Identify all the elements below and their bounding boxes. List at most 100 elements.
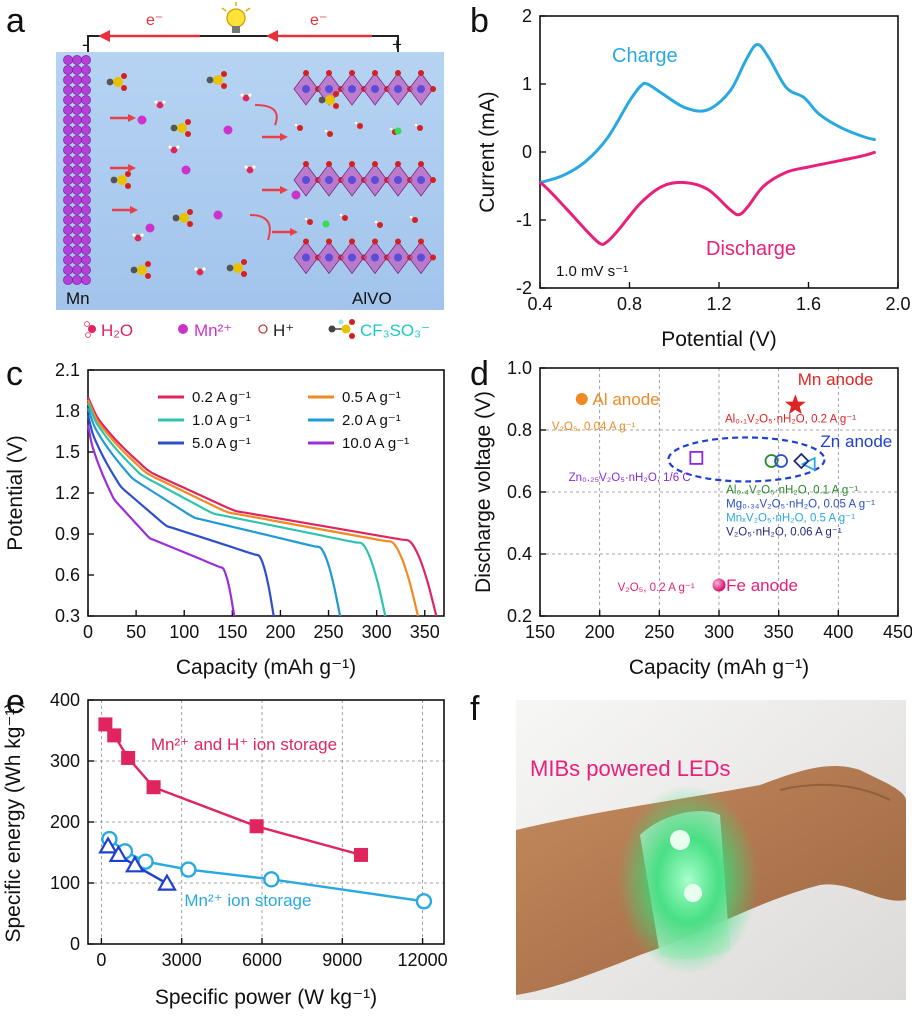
v-atom: [417, 253, 425, 262]
y-tick-label: 1.5: [55, 442, 80, 462]
o-atom: [349, 238, 355, 245]
marker-fe-anode: [712, 578, 726, 592]
ion-flow-arrowhead: [280, 133, 288, 141]
water-hydrogen: [294, 122, 299, 127]
mn-atom: [63, 105, 73, 115]
y-tick-label: 100: [50, 873, 80, 893]
water-hydrogen: [304, 216, 309, 221]
ragone-marker: [108, 844, 129, 863]
x-tick-label: 400: [823, 622, 853, 642]
point-annotation: Zn₀.₂₅V₂O₅·nH₂O, 1/6 C: [569, 472, 691, 484]
water-hydrogen: [139, 232, 145, 238]
water-oxygen: [357, 123, 363, 129]
v-atom: [348, 176, 356, 184]
panel-a: a e⁻ e⁻ - + Mn AlVO H₂O: [6, 2, 444, 340]
x-tick-label: 1.2: [706, 294, 731, 314]
x-tick-label: 3000: [162, 950, 202, 970]
triflate-c: [226, 264, 234, 272]
o-atom: [418, 161, 424, 167]
alvo-electrode-label: AlVO: [352, 289, 392, 308]
ragone-marker: [98, 717, 113, 732]
v-atom: [394, 85, 402, 93]
discharge-label: Discharge: [706, 238, 796, 260]
x-tick-label: 200: [265, 622, 295, 642]
o-atom: [326, 161, 332, 167]
o-atom: [395, 238, 401, 245]
mn-atom: [63, 175, 73, 185]
panel-b: b 0.4 0.8 1.2 1.6 2.0 -2 -1 0 1 2 Potential (V) Cur…: [470, 2, 911, 351]
v-atom: [325, 176, 333, 184]
y-tick-label: 400: [50, 690, 80, 710]
v-atom: [417, 176, 425, 184]
water-oxygen: [307, 219, 313, 225]
mn-atom: [72, 235, 82, 245]
point-annotation: Al₀.₄V₂O₅·nH₂O, 0.1 A g⁻¹: [726, 485, 858, 497]
y-tick-label: 2: [522, 6, 532, 26]
mn-atom: [81, 255, 91, 265]
point-annotation: V₂O₅, 0.04 A g⁻¹: [552, 421, 636, 433]
o-atom: [303, 238, 309, 245]
mn-ion: [137, 115, 147, 125]
mn-atom: [72, 275, 82, 285]
v-atom: [302, 176, 310, 184]
scan-rate-label: 1.0 mV s⁻¹: [556, 263, 628, 280]
o-atom: [430, 254, 436, 261]
mn-atom: [63, 275, 73, 285]
o-atom: [349, 70, 355, 76]
gcd-plot: 0 50 100 150 200 250 300 350 0.3 0.6 0.9 1.2 1.5 1.8 2…: [4, 360, 445, 679]
charge-label: Charge: [612, 45, 678, 67]
al-atom: [322, 220, 330, 228]
mn-atom: [81, 135, 91, 145]
x-tick-label: 250: [314, 622, 344, 642]
x-tick-label: 1.6: [796, 294, 821, 314]
legend-h-plus: H⁺: [273, 321, 294, 340]
mn-atom: [63, 85, 73, 95]
zn-anode-group-ellipse: [667, 436, 826, 483]
water-hydrogen: [324, 128, 329, 133]
mn-atom: [63, 65, 73, 75]
mn-atom: [63, 165, 73, 175]
water-oxygen: [377, 222, 383, 228]
lightbulb-icon: [221, 2, 251, 33]
v-atom: [325, 253, 333, 262]
panel-d: d 150 200 250 300 350 400 450 0.2 0.4 0.6 0.8 1.0 Ca…: [470, 355, 912, 679]
gcd-curve: [86, 399, 420, 617]
y-axis-label: Potential (V): [4, 435, 27, 551]
y-tick-label: 2.1: [55, 360, 80, 380]
x-tick-label: 2.0: [885, 294, 910, 314]
triflate-c: [206, 76, 214, 84]
mn-atom: [81, 65, 91, 75]
y-tick-label: 1.2: [55, 483, 80, 503]
electron-label-left: e⁻: [146, 12, 163, 29]
v-atom: [394, 253, 402, 262]
positive-terminal-label: +: [392, 35, 402, 54]
water-molecule: [246, 166, 254, 174]
y-tick-label: 0: [522, 142, 532, 162]
ragone-marker: [354, 847, 369, 862]
y-tick-label: 0.6: [507, 482, 532, 502]
panel-label-f: f: [470, 690, 480, 728]
mn-atom: [81, 115, 91, 125]
y-tick-label: 1.8: [55, 401, 80, 421]
ragone-marker: [263, 871, 280, 888]
mn-ion: [181, 165, 191, 175]
triflate-o: [185, 131, 191, 137]
mn-atom: [72, 245, 82, 255]
y-tick-label: 0.8: [507, 420, 532, 440]
water-molecule: [170, 146, 178, 154]
mn-atom: [72, 255, 82, 265]
alvo-cathode-electrode: [293, 70, 436, 275]
triflate-s: [113, 77, 123, 87]
v-atom: [325, 85, 333, 93]
water-hydrogen: [201, 266, 207, 272]
gcd-curve: [87, 396, 438, 617]
ion-flow-arrowhead: [290, 228, 298, 236]
o-atom: [372, 161, 378, 167]
mn-atom: [72, 95, 82, 105]
led-wristband-photo: [516, 700, 906, 1000]
marker-zn-point: [764, 454, 779, 468]
mn-atom: [81, 195, 91, 205]
mn-atom: [81, 155, 91, 165]
mn-atom: [81, 55, 91, 65]
